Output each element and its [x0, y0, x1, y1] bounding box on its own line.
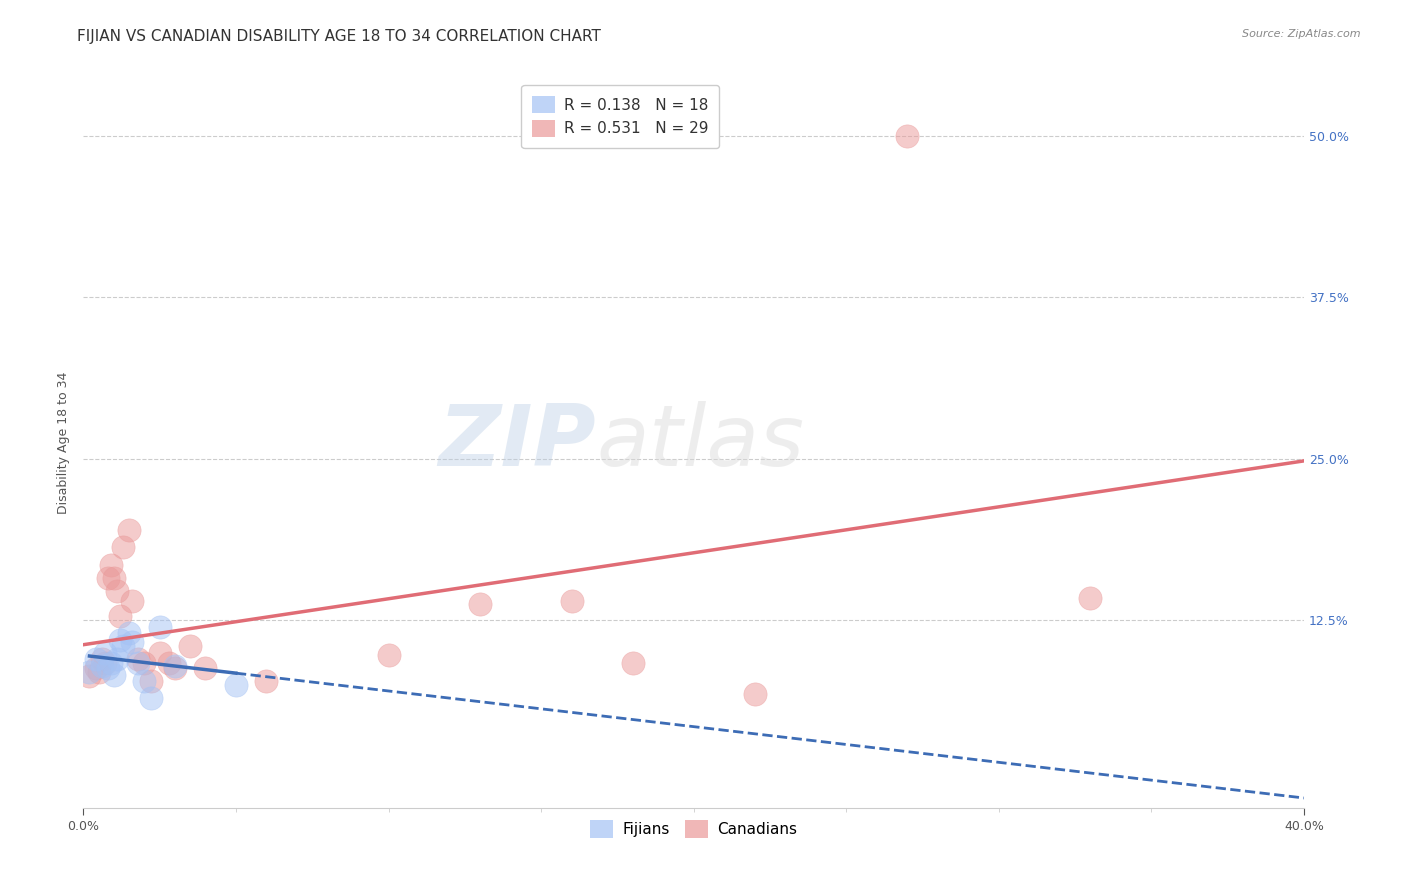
- Point: [744, 687, 766, 701]
- Point: [896, 128, 918, 143]
- Point: [100, 656, 122, 670]
- Point: [256, 674, 278, 689]
- Point: [84, 652, 107, 666]
- Point: [139, 674, 162, 689]
- Text: Source: ZipAtlas.com: Source: ZipAtlas.com: [1243, 29, 1361, 38]
- Point: [121, 635, 143, 649]
- Point: [163, 658, 186, 673]
- Point: [149, 646, 172, 660]
- Point: [105, 583, 128, 598]
- Point: [87, 665, 110, 679]
- Point: [84, 661, 107, 675]
- Point: [134, 674, 156, 689]
- Point: [621, 656, 644, 670]
- Point: [108, 609, 131, 624]
- Point: [468, 597, 491, 611]
- Point: [225, 678, 247, 692]
- Point: [90, 658, 112, 673]
- Point: [149, 620, 172, 634]
- Y-axis label: Disability Age 18 to 34: Disability Age 18 to 34: [58, 371, 70, 514]
- Point: [179, 639, 201, 653]
- Point: [79, 665, 101, 679]
- Point: [100, 558, 122, 572]
- Point: [79, 669, 101, 683]
- Point: [118, 626, 141, 640]
- Point: [377, 648, 399, 663]
- Point: [97, 571, 120, 585]
- Point: [103, 571, 125, 585]
- Point: [93, 656, 115, 670]
- Point: [127, 656, 149, 670]
- Point: [134, 656, 156, 670]
- Point: [93, 646, 115, 660]
- Point: [1080, 591, 1102, 606]
- Point: [105, 652, 128, 666]
- Point: [118, 523, 141, 537]
- Point: [163, 661, 186, 675]
- Point: [97, 661, 120, 675]
- Point: [157, 656, 180, 670]
- Text: FIJIAN VS CANADIAN DISABILITY AGE 18 TO 34 CORRELATION CHART: FIJIAN VS CANADIAN DISABILITY AGE 18 TO …: [77, 29, 602, 44]
- Point: [121, 594, 143, 608]
- Point: [127, 652, 149, 666]
- Point: [561, 594, 583, 608]
- Point: [139, 690, 162, 705]
- Point: [112, 639, 135, 653]
- Point: [112, 540, 135, 554]
- Point: [108, 632, 131, 647]
- Text: ZIP: ZIP: [439, 401, 596, 484]
- Legend: Fijians, Canadians: Fijians, Canadians: [583, 814, 803, 844]
- Point: [194, 661, 217, 675]
- Point: [103, 667, 125, 681]
- Text: atlas: atlas: [596, 401, 804, 484]
- Point: [90, 652, 112, 666]
